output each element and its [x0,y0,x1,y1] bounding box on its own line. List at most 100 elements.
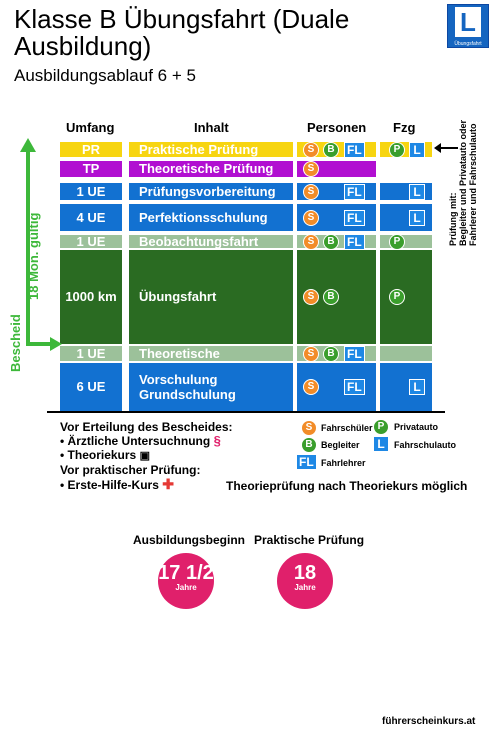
start-age-value: 17 1/2 [158,562,214,584]
row-fzg: P L [379,141,433,158]
legend-b: B [301,437,317,453]
begleiter-icon: B [323,289,339,305]
fahrschulauto-icon: L [409,141,425,158]
fahrschueler-icon: S [303,289,319,305]
validity-arrow-icon [20,138,62,351]
notes-before-bescheid: Vor Erteilung des Bescheides: [60,420,233,434]
begleiter-icon: B [323,233,339,250]
begleiter-icon: B [301,437,317,453]
fahrlehrer-icon: FL [344,345,365,362]
footer-site: führerscheinkurs.at [382,716,476,727]
row-personen: S B FL [296,141,377,158]
row-personen: S B [296,249,377,345]
requirements-notes: Vor Erteilung des Bescheides: • Ärztlich… [60,420,233,492]
fahrschueler-icon: S [303,141,319,158]
legend-s-label: Fahrschüler [321,423,373,433]
row-inhalt: Beobachtungsfahrt [128,234,294,249]
legend-p: P [373,419,389,435]
fahrschulauto-icon: L [409,209,425,226]
notes-before-exam: Vor praktischer Prüfung: [60,463,201,477]
notes-item-medical: • Ärztliche Untersuchnung [60,434,211,448]
start-age-unit: Jahre [175,583,197,592]
row-fzg: P [379,249,433,345]
row-inhalt: Praktische Prüfung [128,141,294,158]
start-age-label: Ausbildungsbeginn [133,533,245,547]
fahrschulauto-icon: L [409,379,425,395]
row-fzg: L [379,362,433,412]
row-inhalt: Prüfungsvorbereitung [128,182,294,201]
row-fzg: P [379,233,433,250]
privatauto-icon: P [389,289,405,305]
row-umfang: PR [59,141,123,158]
row-umfang: TP [59,160,123,178]
learner-plate-logo: L Übungsfahrt [447,4,489,48]
legend-s: S [301,420,317,436]
notes-item-first-aid: • Erste-Hilfe-Kurs [60,478,159,492]
row-inhalt: Theoretische Einweisung [128,345,294,376]
validity-label: 18 Mon. gültig [26,212,41,300]
classroom-icon: ▣ [139,450,150,462]
fahrschueler-icon: S [301,420,317,436]
fahrlehrer-icon: FL [344,233,365,250]
fahrschueler-icon: S [303,233,319,250]
col-inhalt: Inhalt [194,120,229,135]
row-fzg: L [379,203,433,232]
exam-age-label: Praktische Prüfung [254,533,365,547]
logo-letter: L [455,7,481,37]
row-personen: S FL [296,362,377,412]
theory-exam-note: Theorieprüfung nach Theoriekurs möglich [226,479,468,493]
start-age-circle: 17 1/2 Jahre [158,553,214,609]
fahrlehrer-icon: FL [296,454,317,470]
col-umfang: Umfang [66,120,115,135]
col-personen: Personen [307,120,367,135]
privatauto-icon: P [389,141,405,158]
row-personen: S FL [296,182,377,201]
fahrlehrer-icon: FL [344,141,365,158]
privatauto-icon: P [389,233,405,250]
row-umfang: 4 UE [59,203,123,232]
fahrlehrer-icon: FL [344,183,365,200]
row-umfang: 6 UE [59,362,123,412]
table-baseline [47,411,445,413]
legend-l: L [373,436,389,452]
row-fzg [379,345,433,362]
exam-age-value: 18 [293,562,317,584]
exam-age-circle: 18 Jahre [277,553,333,609]
exam-age-unit: Jahre [294,583,316,592]
first-aid-icon: ✚ [162,476,174,492]
notes-item-theory: • Theoriekurs [60,448,137,462]
row-personen: S FL [296,203,377,232]
fahrschueler-icon: S [303,183,319,200]
fahrschueler-icon: S [303,345,319,362]
page-subtitle: Ausbildungsablauf 6 + 5 [14,66,196,85]
row-umfang: 1 UE [59,345,123,362]
row-inhalt: Vorschulung Grundschulung [128,362,294,412]
row-umfang: 1000 km [59,249,123,345]
arrow-left-icon [434,143,458,153]
row-personen: S [296,160,377,178]
row-inhalt: Perfektionsschulung [128,203,294,232]
fahrlehrer-icon: FL [344,209,365,226]
legend-l-label: Fahrschulauto [394,440,457,450]
row-umfang: 1 UE [59,234,123,249]
medical-icon: § [213,433,221,448]
page-title: Klasse B Übungsfahrt (Duale Ausbildung) [14,4,350,61]
row-inhalt: Übungsfahrt [128,249,294,345]
legend-b-label: Begleiter [321,440,360,450]
row-inhalt: Theoretische Prüfung [128,160,294,178]
legend-p-label: Privatauto [394,422,439,432]
begleiter-icon: B [323,141,339,158]
legend-fl: FL [296,454,318,470]
row-personen: S B FL [296,233,377,250]
legend-fl-label: Fahrlehrer [321,458,366,468]
fahrlehrer-icon: FL [344,379,365,395]
bescheid-label: Bescheid [8,314,23,372]
row-umfang: 1 UE [59,182,123,201]
fahrschueler-icon: S [303,379,319,395]
fahrschulauto-icon: L [373,436,389,452]
begleiter-icon: B [323,345,339,362]
logo-caption: Übungsfahrt [454,41,482,47]
col-fzg: Fzg [393,120,416,135]
row-personen: S B FL [296,345,377,362]
exam-requirements-note: Prüfung mit: Begleiter und Privatauto od… [448,119,478,246]
